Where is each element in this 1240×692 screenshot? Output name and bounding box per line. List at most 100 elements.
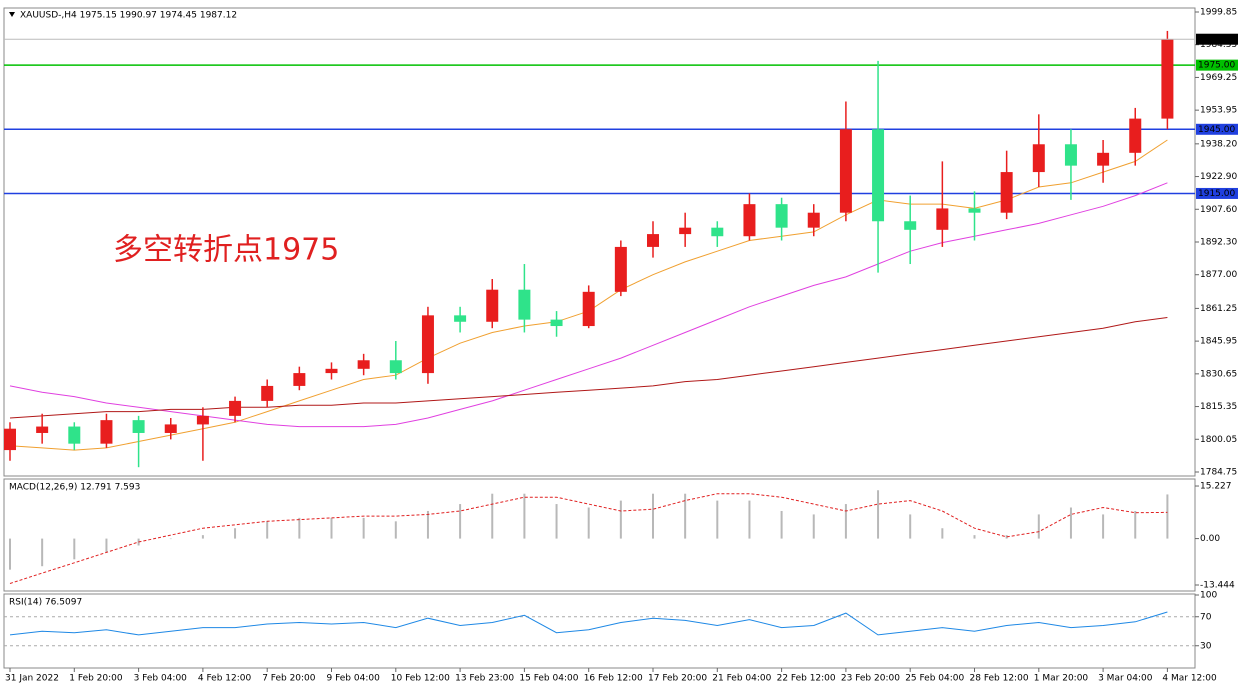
y-tick-label: -13.444 <box>1200 581 1235 591</box>
x-tick-label: 1 Mar 20:00 <box>1034 674 1089 684</box>
candle-body <box>325 368 338 374</box>
y-tick-label: 70 <box>1200 612 1212 622</box>
indicator-line <box>9 317 1168 419</box>
y-tick-label: 0.00 <box>1200 534 1220 544</box>
candle-body <box>1000 172 1013 213</box>
macd-panel <box>3 478 1196 592</box>
y-tick-label: 1969.25 <box>1200 73 1237 83</box>
x-tick-label: 31 Jan 2022 <box>5 674 59 684</box>
macd-bar <box>587 507 590 539</box>
candle-body <box>839 129 852 213</box>
macd-bar <box>877 490 880 539</box>
level-tag <box>1196 187 1238 199</box>
y-tick-label: 1953.95 <box>1200 106 1237 116</box>
candle-body <box>775 204 788 228</box>
candle-body <box>904 221 917 230</box>
macd-bar <box>266 521 269 539</box>
candle-body <box>68 426 81 444</box>
candle-body <box>968 208 981 213</box>
macd-bar <box>426 510 429 539</box>
macd-bar <box>41 538 44 567</box>
x-tick-label: 4 Feb 12:00 <box>198 674 252 684</box>
macd-bar <box>523 493 526 539</box>
candle-body <box>711 227 724 237</box>
macd-bar <box>1037 514 1040 539</box>
x-tick-label: 3 Feb 04:00 <box>134 674 188 684</box>
x-tick-label: 16 Feb 12:00 <box>584 674 643 684</box>
macd-bar <box>652 493 654 539</box>
y-tick-label: 1922.90 <box>1200 172 1237 182</box>
x-tick-label: 3 Mar 04:00 <box>1098 674 1153 684</box>
macd-bar <box>1069 507 1072 539</box>
y-tick-label: 1999.85 <box>1200 7 1237 17</box>
y-tick-label: 1784.75 <box>1200 468 1237 478</box>
x-tick-label: 15 Feb 04:00 <box>519 674 578 684</box>
x-tick-label: 1 Feb 20:00 <box>69 674 123 684</box>
candle-body <box>614 246 627 292</box>
x-tick-label: 10 Feb 12:00 <box>391 674 450 684</box>
candle-body <box>486 289 499 322</box>
x-tick-label: 7 Feb 20:00 <box>262 674 316 684</box>
candle-body <box>293 373 306 386</box>
y-tick-label: 1907.60 <box>1200 205 1237 215</box>
candle-body <box>679 227 692 235</box>
x-tick-label: 17 Feb 20:00 <box>648 674 707 684</box>
x-tick-label: 9 Feb 04:00 <box>327 674 381 684</box>
level-tag-label: 1915.00 <box>1198 189 1235 199</box>
y-tick-label: 30 <box>1200 641 1212 651</box>
y-tick-label: 1892.30 <box>1200 238 1237 248</box>
macd-bar <box>780 510 783 539</box>
candle-body <box>1129 118 1142 153</box>
macd-bar <box>1005 535 1008 539</box>
macd-bar <box>716 500 719 539</box>
x-tick-label: 25 Feb 04:00 <box>905 674 964 684</box>
candle-body <box>100 420 113 444</box>
level-tag <box>1196 59 1238 71</box>
candle-body <box>550 319 563 327</box>
y-tick-label: 1861.25 <box>1200 304 1237 314</box>
candle-body <box>518 289 531 320</box>
candle-body <box>454 315 467 322</box>
annotation: 多空转折点1975 <box>113 233 339 268</box>
y-tick-label: 15.227 <box>1200 482 1232 492</box>
candle-body <box>1097 152 1110 166</box>
candle-body <box>4 428 16 451</box>
last-price-tag <box>1196 33 1238 45</box>
macd-bar <box>9 538 11 570</box>
rsi-panel <box>3 593 1196 669</box>
candle-body <box>743 204 756 237</box>
y-tick-label: 1877.00 <box>1200 270 1237 280</box>
macd-bar <box>169 538 172 540</box>
macd-bar <box>394 521 397 539</box>
candle-body <box>357 360 370 369</box>
y-tick-label: 1938.20 <box>1200 139 1237 149</box>
candle-body <box>582 291 595 327</box>
y-tick-label: 1815.35 <box>1200 402 1237 412</box>
x-tick-label: 23 Feb 20:00 <box>841 674 900 684</box>
candle-body <box>1161 39 1174 119</box>
macd-bar <box>298 517 301 539</box>
candle-body <box>36 426 49 433</box>
macd-bar <box>812 514 815 539</box>
x-tick-label: 4 Mar 12:00 <box>1162 674 1217 684</box>
collapse-icon <box>9 12 15 17</box>
level-tag <box>1196 123 1238 135</box>
macd-bar <box>748 500 751 539</box>
candle-body <box>807 212 820 228</box>
macd-bar <box>941 528 944 539</box>
x-tick-label: 21 Feb 04:00 <box>712 674 771 684</box>
macd-bar <box>330 517 333 539</box>
last-price-label: 1987.12 <box>1198 35 1235 45</box>
macd-bar <box>909 514 912 539</box>
candle-body <box>132 420 145 433</box>
y-tick-label: 1984.55 <box>1200 40 1237 50</box>
x-tick-label: 22 Feb 12:00 <box>777 674 836 684</box>
macd-bar <box>201 535 204 539</box>
y-tick-label: 1800.05 <box>1200 435 1237 445</box>
candle-body <box>936 208 949 230</box>
y-tick-label: 1845.95 <box>1200 337 1237 347</box>
macd-bar <box>1102 514 1105 539</box>
price-title: XAUUSD-,H4 1975.15 1990.97 1974.45 1987.… <box>20 11 237 21</box>
